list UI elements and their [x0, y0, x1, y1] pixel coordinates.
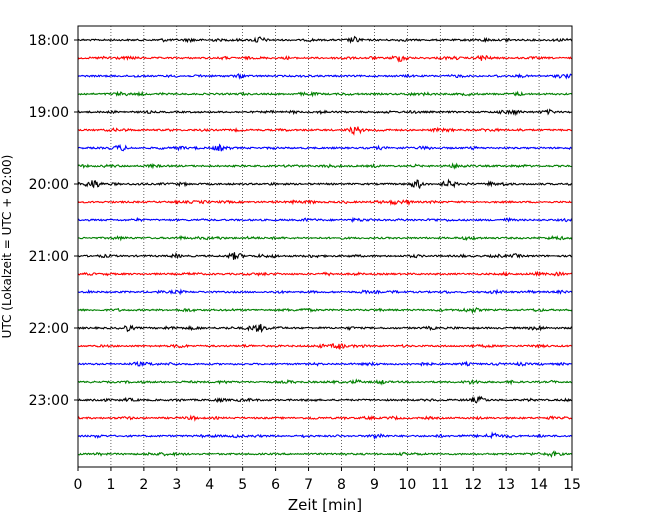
- y-tick-label-2: 20:00: [29, 177, 69, 193]
- trace-line-13: [77, 270, 573, 277]
- x-tick-label-7: 7: [304, 477, 313, 493]
- trace-line-15: [77, 307, 573, 315]
- x-tick-label-3: 3: [172, 477, 181, 493]
- trace-line-21: [77, 414, 573, 422]
- y-tick-label-4: 22:00: [29, 321, 69, 337]
- trace-line-7: [77, 162, 573, 170]
- y-tick-label-0: 18:00: [29, 33, 69, 49]
- trace-line-8: [77, 178, 573, 190]
- x-tick-label-9: 9: [370, 477, 379, 493]
- x-axis-ticks: 0 1 2 3 4 5 6 7 8 9 10 11 12 13 14 15: [74, 467, 581, 493]
- x-tick-label-10: 10: [398, 477, 416, 493]
- trace-line-22: [77, 431, 573, 440]
- trace-line-10: [77, 216, 573, 223]
- x-tick-label-0: 0: [74, 477, 83, 493]
- x-tick-label-11: 11: [431, 477, 449, 493]
- trace-line-4: [77, 108, 573, 117]
- trace-line-12: [77, 252, 572, 260]
- trace-line-18: [77, 360, 573, 368]
- trace-line-2: [77, 72, 573, 80]
- x-tick-label-14: 14: [530, 477, 548, 493]
- y-axis-ticks: 18:00 19:00 20:00 21:00 22:00 23:00: [29, 33, 78, 409]
- x-tick-label-15: 15: [563, 477, 581, 493]
- y-axis-label: UTC (Lokalzeit = UTC + 02:00): [0, 155, 14, 339]
- trace-line-19: [77, 378, 573, 386]
- seismic-traces: [77, 35, 573, 458]
- trace-line-9: [77, 199, 573, 207]
- y-tick-label-3: 21:00: [29, 249, 69, 265]
- trace-line-11: [77, 234, 573, 242]
- x-tick-label-6: 6: [271, 477, 280, 493]
- trace-line-14: [77, 288, 573, 296]
- trace-line-5: [77, 126, 573, 136]
- x-tick-label-4: 4: [205, 477, 214, 493]
- plot-frame: [77, 25, 573, 468]
- x-tick-label-12: 12: [464, 477, 482, 493]
- trace-line-6: [77, 143, 573, 152]
- y-tick-label-1: 19:00: [29, 105, 69, 121]
- trace-line-20: [77, 395, 573, 404]
- trace-line-1: [77, 54, 573, 63]
- trace-line-0: [77, 35, 573, 45]
- trace-line-16: [77, 323, 573, 334]
- trace-line-3: [77, 90, 573, 98]
- x-tick-label-5: 5: [238, 477, 247, 493]
- x-tick-label-1: 1: [106, 477, 115, 493]
- x-tick-label-13: 13: [497, 477, 515, 493]
- trace-line-23: [77, 450, 573, 458]
- trace-line-17: [77, 343, 573, 350]
- x-axis-label: Zeit [min]: [288, 496, 362, 514]
- x-tick-label-8: 8: [337, 477, 346, 493]
- x-tick-label-2: 2: [139, 477, 148, 493]
- y-tick-label-5: 23:00: [29, 393, 69, 409]
